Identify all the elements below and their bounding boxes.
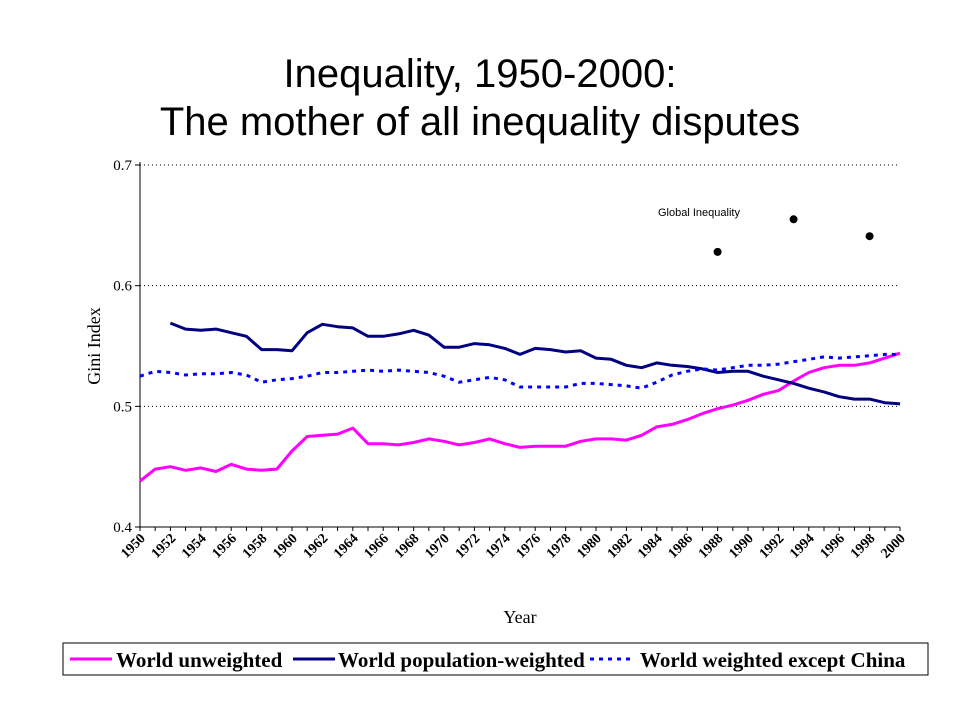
chart-title: Inequality, 1950-2000: The mother of all… (0, 50, 960, 146)
y-tick-label-3: 0.7 (113, 158, 132, 174)
series-line-0 (139, 351, 901, 483)
y-tick-label-1: 0.5 (113, 399, 132, 415)
x-tick-label-18: 1986 (666, 531, 696, 561)
x-tick-label-6: 1962 (301, 531, 331, 561)
series-line-2 (139, 352, 900, 390)
x-tick-label-4: 1958 (240, 531, 270, 561)
legend-label-0: World unweighted (116, 648, 283, 672)
x-tick-label-7: 1964 (331, 531, 361, 561)
x-tick-label-25: 2000 (878, 531, 908, 561)
x-tick-label-17: 1984 (635, 531, 665, 561)
x-tick-label-3: 1956 (210, 531, 240, 561)
x-tick-label-14: 1978 (544, 531, 574, 561)
x-tick-label-2: 1954 (179, 531, 209, 561)
x-tick-label-15: 1980 (574, 531, 604, 561)
x-tick-label-5: 1960 (270, 531, 300, 561)
global-inequality-point-2 (865, 232, 874, 241)
legend-label-2: World weighted except China (640, 648, 906, 672)
x-tick-label-22: 1994 (787, 531, 817, 561)
x-tick-label-23: 1996 (818, 531, 848, 561)
y-axis-title: Gini Index (84, 307, 104, 384)
x-tick-label-20: 1990 (726, 531, 756, 561)
global-inequality-point-1 (789, 215, 798, 224)
x-tick-label-11: 1972 (453, 531, 483, 561)
global-inequality-label: Global Inequality (658, 207, 740, 219)
y-tick-label-2: 0.6 (113, 279, 132, 295)
x-tick-label-12: 1974 (483, 531, 513, 561)
y-tick-label-0: 0.4 (113, 520, 132, 536)
legend-box (62, 642, 929, 676)
x-tick-label-24: 1998 (848, 531, 878, 561)
x-tick-label-8: 1966 (362, 531, 392, 561)
x-tick-label-19: 1988 (696, 531, 726, 561)
title-line-2: The mother of all inequality disputes (159, 100, 801, 144)
series-line-1 (169, 321, 901, 406)
title-line-1: Inequality, 1950-2000: (283, 52, 677, 96)
x-tick-label-10: 1970 (422, 531, 452, 561)
x-tick-label-21: 1992 (757, 531, 787, 561)
x-tick-label-13: 1976 (514, 531, 544, 561)
global-inequality-point-0 (713, 247, 722, 256)
legend-label-1: World population-weighted (338, 648, 585, 672)
x-axis-title: Year (503, 607, 536, 627)
x-tick-label-1: 1952 (149, 531, 179, 561)
x-tick-label-16: 1982 (605, 531, 635, 561)
x-tick-label-9: 1968 (392, 531, 422, 561)
